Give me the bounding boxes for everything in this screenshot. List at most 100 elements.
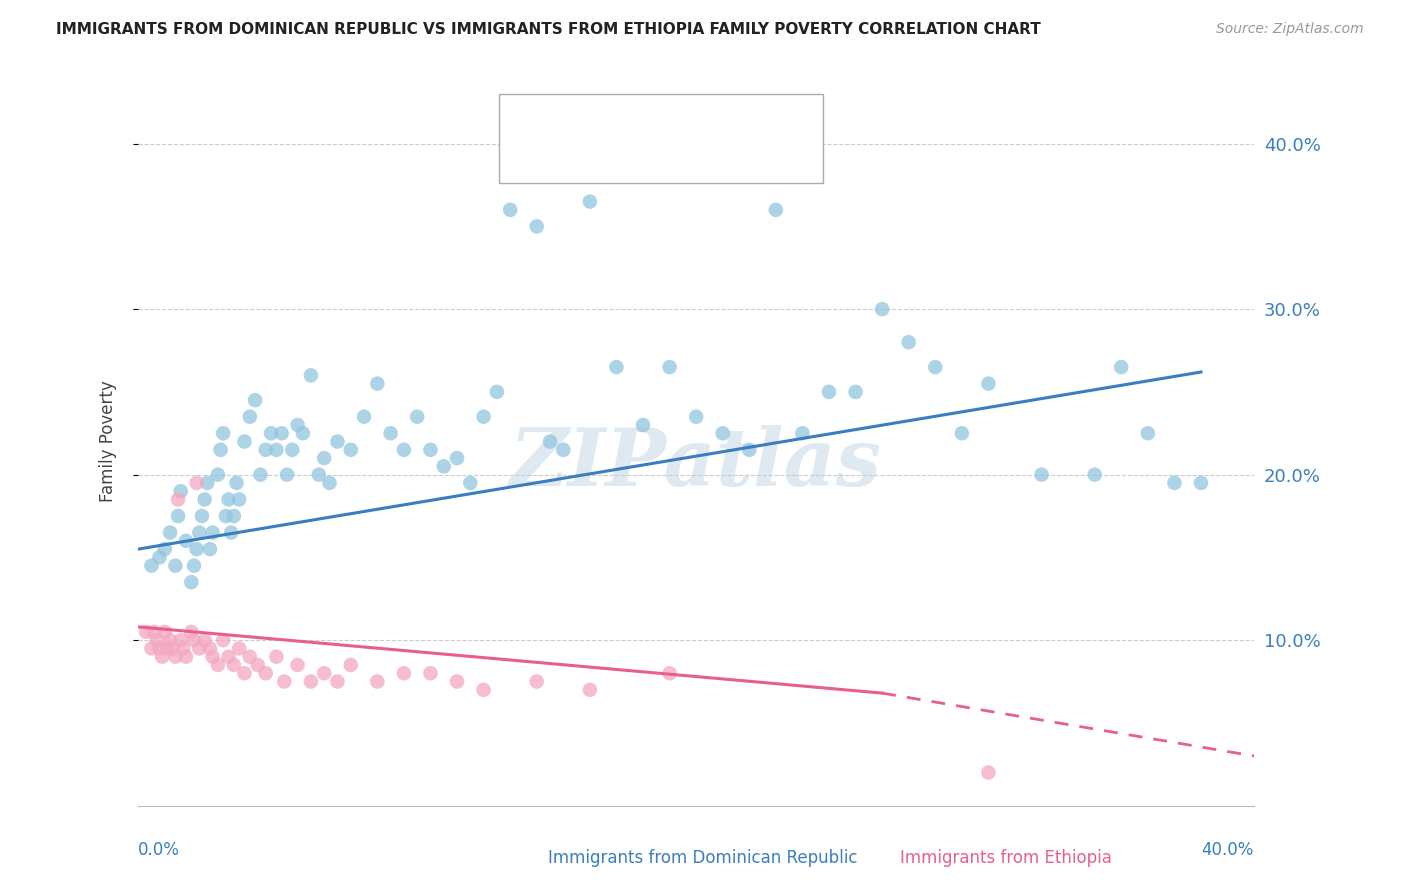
Point xyxy=(180,575,202,590)
Point xyxy=(380,426,402,441)
Point xyxy=(233,666,256,681)
Y-axis label: Family Poverty: Family Poverty xyxy=(100,381,117,502)
Point xyxy=(266,442,288,457)
Point xyxy=(215,508,238,523)
Point xyxy=(924,360,946,375)
Point xyxy=(148,641,170,656)
Point xyxy=(270,426,292,441)
Point xyxy=(183,633,205,648)
Point xyxy=(201,525,224,540)
Point xyxy=(195,475,218,490)
Point xyxy=(526,674,548,689)
Point xyxy=(167,508,190,523)
Point xyxy=(977,376,1000,391)
Point xyxy=(685,409,707,424)
Point xyxy=(366,376,388,391)
Point xyxy=(1163,475,1185,490)
Point xyxy=(170,484,193,499)
Point xyxy=(419,442,441,457)
Point xyxy=(1109,360,1132,375)
Point xyxy=(299,368,322,383)
Point xyxy=(870,302,893,317)
Point xyxy=(366,674,388,689)
Point xyxy=(818,384,841,399)
Point xyxy=(538,434,561,449)
Point xyxy=(194,633,217,648)
Point xyxy=(141,641,163,656)
Point xyxy=(222,508,245,523)
Point xyxy=(738,442,761,457)
Point xyxy=(172,641,194,656)
Point xyxy=(276,467,298,482)
Point xyxy=(281,442,304,457)
Point xyxy=(287,657,309,672)
Point xyxy=(433,459,456,474)
Point xyxy=(209,442,232,457)
Point xyxy=(658,360,681,375)
Point xyxy=(254,442,277,457)
Point xyxy=(266,649,288,664)
Point xyxy=(446,674,468,689)
Point xyxy=(1189,475,1212,490)
Point xyxy=(239,409,262,424)
Point xyxy=(605,360,627,375)
Text: 0.0%: 0.0% xyxy=(138,841,180,859)
Text: Immigrants from Ethiopia: Immigrants from Ethiopia xyxy=(900,849,1112,867)
Point xyxy=(353,409,375,424)
Point xyxy=(207,657,229,672)
Point xyxy=(135,624,157,639)
Text: R = -0.219   N = 47: R = -0.219 N = 47 xyxy=(562,142,752,161)
Point xyxy=(222,657,245,672)
Text: R = 0.445   N = 82: R = 0.445 N = 82 xyxy=(562,107,742,125)
Point xyxy=(188,641,211,656)
Point xyxy=(207,467,229,482)
Point xyxy=(201,649,224,664)
Point xyxy=(165,558,187,573)
Point xyxy=(141,558,163,573)
Point xyxy=(148,550,170,565)
Point xyxy=(472,682,495,697)
Point xyxy=(260,426,283,441)
Point xyxy=(218,492,240,507)
Point xyxy=(180,624,202,639)
Point xyxy=(406,409,429,424)
Point xyxy=(188,525,211,540)
Point xyxy=(162,641,184,656)
Text: 40.0%: 40.0% xyxy=(1202,841,1254,859)
Point xyxy=(308,467,330,482)
Point xyxy=(499,202,522,217)
Point xyxy=(174,533,197,548)
Point xyxy=(273,674,295,689)
Point xyxy=(792,426,814,441)
Point xyxy=(977,765,1000,780)
Point xyxy=(239,649,262,664)
Point xyxy=(150,649,173,664)
Point xyxy=(392,442,415,457)
Point xyxy=(291,426,314,441)
Point xyxy=(299,674,322,689)
Point xyxy=(765,202,787,217)
Point xyxy=(446,451,468,466)
Point xyxy=(950,426,973,441)
Point xyxy=(392,666,415,681)
Point xyxy=(254,666,277,681)
Point xyxy=(460,475,482,490)
Point xyxy=(287,417,309,432)
Point xyxy=(579,682,602,697)
Point xyxy=(314,666,336,681)
Point xyxy=(159,525,181,540)
Point xyxy=(212,426,235,441)
Text: Source: ZipAtlas.com: Source: ZipAtlas.com xyxy=(1216,22,1364,37)
Point xyxy=(419,666,441,681)
Point xyxy=(198,542,221,557)
Point xyxy=(1084,467,1107,482)
Point xyxy=(153,624,176,639)
Point xyxy=(167,492,190,507)
Point xyxy=(339,657,361,672)
Point xyxy=(1136,426,1159,441)
Point xyxy=(186,542,208,557)
Point xyxy=(314,451,336,466)
Point xyxy=(146,633,169,648)
Point xyxy=(711,426,734,441)
Point xyxy=(159,633,181,648)
